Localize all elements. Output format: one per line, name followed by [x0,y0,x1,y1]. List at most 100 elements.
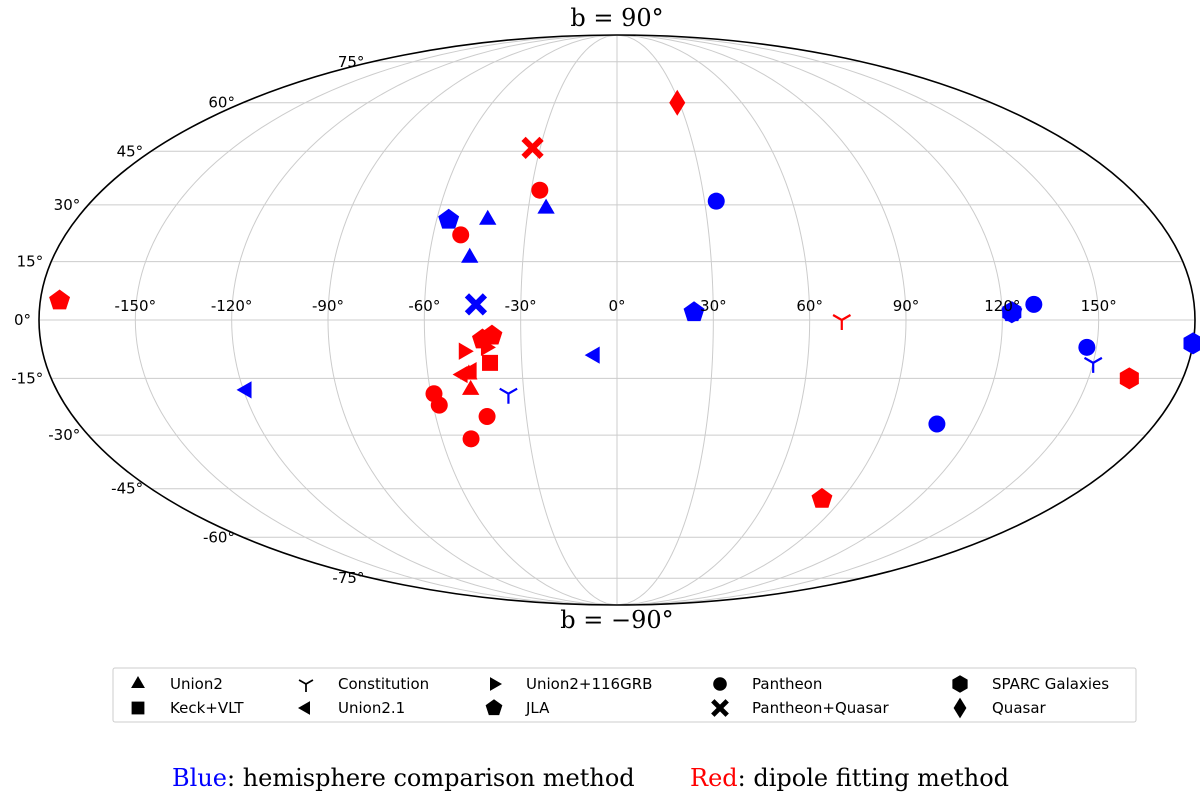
legend-marker-square [131,701,145,715]
graticule [39,34,1195,606]
legend-label: JLA [525,699,550,717]
tick-labels: -150° -120° -90° -60° -30° 0° 30° 60° 90° 120° 150… [11,53,1116,587]
data-point-square [482,354,499,371]
lat-tick-label: -60° [203,528,235,546]
lat-tick-label: 30° [54,196,81,214]
legend-label: SPARC Galaxies [992,675,1109,693]
data-points [49,89,1200,508]
data-point-triangle-left [461,361,477,380]
data-point-pentagon [438,208,460,229]
data-point-circle [531,181,549,199]
data-point-triangle-up [537,198,555,214]
data-point-circle [462,430,480,448]
lat-tick-label: -30° [48,426,80,444]
legend-label: Quasar [992,699,1047,717]
meridian-line [616,34,907,606]
legend-label: Union2 [170,675,223,693]
caption: Blue: hemisphere comparison method Red: … [172,764,1009,792]
north-pole-label: b = 90° [570,4,663,32]
data-point-tri-down [1083,356,1103,373]
legend-label: Pantheon+Quasar [752,699,889,717]
legend-frame [112,667,1137,723]
legend: Union2 Keck+VLT Constitution Union2.1 Union2… [112,667,1137,723]
legend-marker-hexagon [952,675,968,693]
caption-blue: Blue: hemisphere comparison method [172,764,635,792]
data-point-tri-down [832,314,852,330]
legend-marker-tri-down [298,679,314,692]
data-point-pentagon [481,324,503,345]
south-pole-label: b = −90° [560,606,673,634]
data-point-triangle-up [461,247,479,263]
lat-tick-label: -75° [332,569,364,587]
lon-tick-label: 90° [893,297,920,315]
meridian-line [231,34,618,606]
lon-tick-label: 30° [700,297,727,315]
caption-blue-word: Blue [172,764,227,792]
legend-marker-pentagon [485,699,503,716]
data-point-circle [478,407,496,425]
data-point-hexagon [1119,367,1139,390]
lon-tick-label: 60° [796,297,823,315]
data-point-circle [1078,338,1096,356]
data-point-triangle-left [584,346,600,364]
lat-tick-label: 15° [17,253,44,271]
meridian-line [616,34,1003,606]
data-point-circle [707,192,725,210]
data-point-pentagon [49,289,71,310]
legend-label: Constitution [338,675,429,693]
caption-red-text: : dipole fitting method [738,764,1009,792]
meridian-line [616,34,811,606]
legend-marker-x [711,699,729,717]
data-point-x [521,136,544,159]
data-point-triangle-left [236,381,252,399]
lat-tick-label: -45° [111,480,143,498]
lon-tick-label: -90° [312,297,344,315]
lat-tick-label: 60° [208,94,235,112]
lat-tick-label: -15° [11,369,43,387]
data-point-x [464,293,488,316]
lon-tick-label: -30° [505,297,537,315]
meridian-line [327,34,618,606]
meridian-line [616,34,1100,606]
meridian-line [520,34,618,606]
lon-tick-label: -60° [408,297,440,315]
meridian-line [423,34,618,606]
data-point-pentagon [683,301,705,322]
legend-marker-triangle-right [490,677,502,691]
legend-marker-circle [713,677,727,691]
legend-label: Keck+VLT [170,699,244,717]
data-point-diamond [669,89,686,116]
legend-marker-diamond [953,697,967,719]
data-point-triangle-right [458,342,474,360]
caption-red: Red: dipole fitting method [690,764,1009,792]
lat-tick-label: 0° [14,311,31,329]
lon-tick-label: -150° [115,297,157,315]
lat-tick-label: 45° [117,142,144,160]
lon-tick-label: 150° [1081,297,1117,315]
lat-tick-label: 75° [338,53,365,71]
data-point-circle [452,226,470,244]
caption-blue-text: : hemisphere comparison method [227,764,635,792]
legend-label: Pantheon [752,675,822,693]
data-point-tri-down [499,387,518,404]
legend-marker-triangle-up [131,676,145,688]
legend-marker-triangle-left [298,701,310,715]
legend-label: Union2.1 [338,699,405,717]
lon-tick-label: 120° [984,297,1020,315]
data-point-pentagon [811,487,833,508]
data-point-circle [1025,295,1043,313]
lon-tick-label: 0° [608,297,625,315]
meridian-line [134,34,618,606]
data-point-triangle-up [462,379,480,395]
data-point-triangle-left [452,365,468,384]
data-point-hexagon [1183,332,1200,355]
data-point-circle [430,396,448,414]
lon-tick-label: -120° [211,297,253,315]
map-boundary [38,34,1196,606]
data-point-hexagon [1002,301,1022,324]
data-point-triangle-up [479,209,497,225]
legend-label: Union2+116GRB [526,675,652,693]
data-point-circle [928,415,946,433]
caption-red-word: Red [690,764,738,792]
